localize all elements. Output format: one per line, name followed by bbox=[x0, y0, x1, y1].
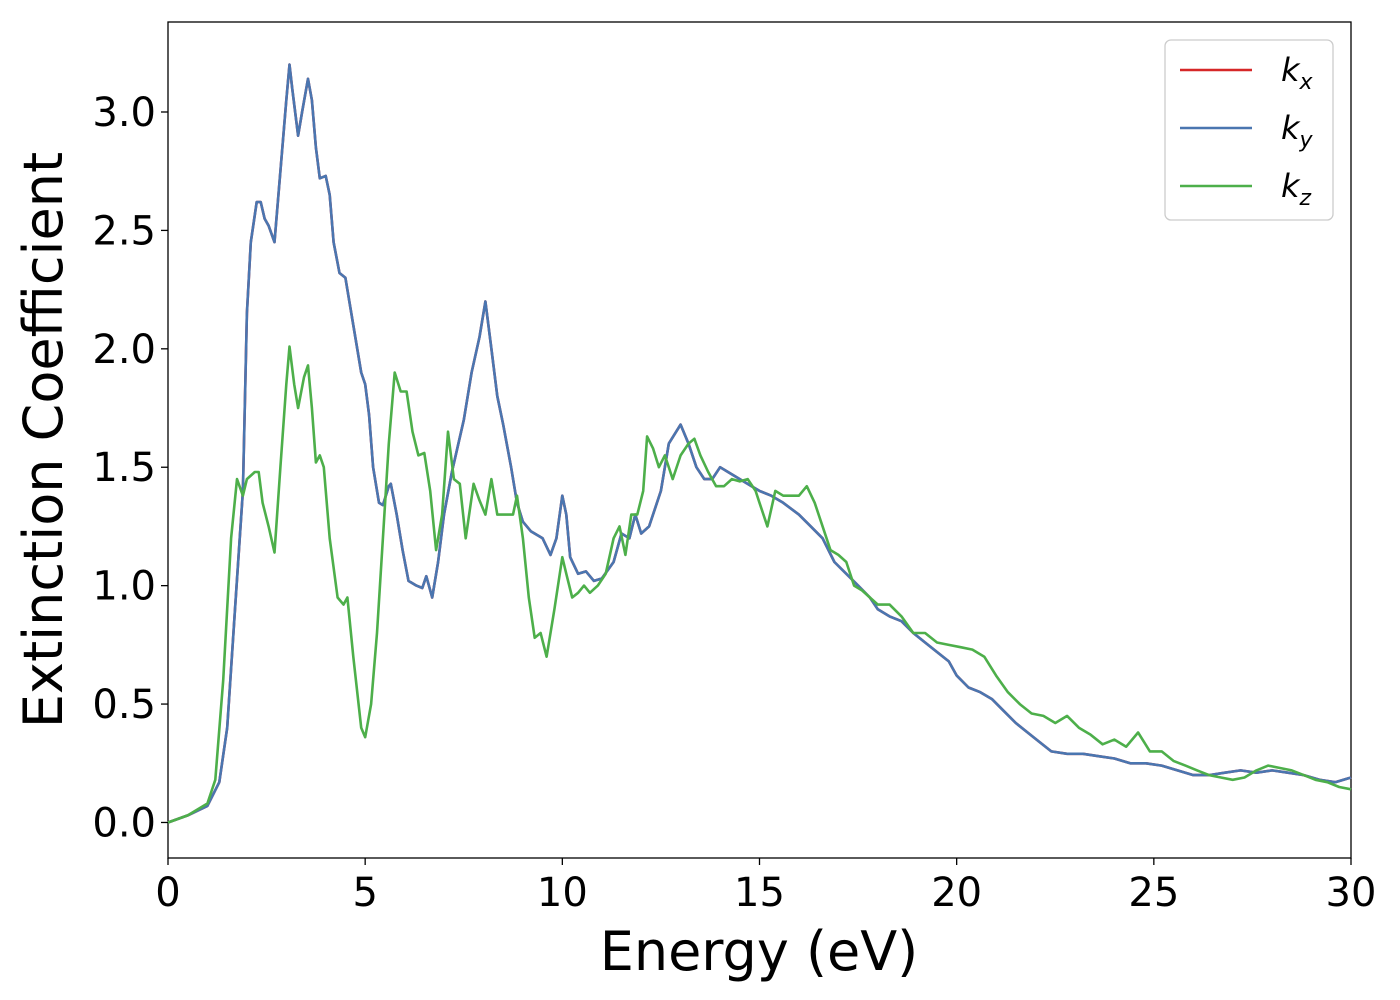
y-tick-label: 1.5 bbox=[92, 445, 156, 491]
y-tick-label: 0.0 bbox=[92, 800, 156, 846]
legend-label: kx bbox=[1281, 51, 1314, 95]
x-tick-label: 0 bbox=[155, 870, 180, 916]
x-tick-label: 5 bbox=[352, 870, 377, 916]
y-tick-label: 3.0 bbox=[92, 90, 156, 136]
series-layer bbox=[167, 63, 1352, 824]
y-tick-label: 0.5 bbox=[92, 682, 156, 728]
y-tick-label: 2.5 bbox=[92, 208, 156, 254]
x-tick-label: 20 bbox=[931, 870, 982, 916]
legend-label-main: k bbox=[1281, 167, 1301, 205]
legend-label-sub: y bbox=[1299, 128, 1314, 153]
x-tick-label: 10 bbox=[537, 870, 588, 916]
legend-label: ky bbox=[1281, 109, 1314, 153]
y-tick-label: 2.0 bbox=[92, 327, 156, 373]
legend-label-main: k bbox=[1281, 109, 1301, 147]
x-tick-label: 15 bbox=[734, 870, 785, 916]
legend-label: kz bbox=[1281, 167, 1312, 211]
plot-area: 0 5 10 15 20 25 30 0.0 0.5 1.0 1.5 2.0 2.5 3.0 bbox=[92, 21, 1376, 916]
x-tick-label: 25 bbox=[1128, 870, 1179, 916]
legend-label-sub: x bbox=[1299, 70, 1314, 95]
x-axis-title: Energy (eV) bbox=[600, 920, 919, 983]
x-tick-label: 30 bbox=[1326, 870, 1377, 916]
series-line-k-z bbox=[167, 345, 1352, 824]
legend-label-main: k bbox=[1281, 51, 1301, 89]
y-tick-label: 1.0 bbox=[92, 564, 156, 610]
legend-label-sub: z bbox=[1299, 186, 1312, 211]
legend-box bbox=[1164, 39, 1334, 221]
x-axis-ticks: 0 5 10 15 20 25 30 bbox=[155, 858, 1376, 916]
series-line-k-y bbox=[167, 63, 1352, 824]
y-axis-title: Extinction Coefficient bbox=[12, 152, 75, 728]
y-axis-ticks: 0.0 0.5 1.0 1.5 2.0 2.5 3.0 bbox=[92, 90, 168, 846]
